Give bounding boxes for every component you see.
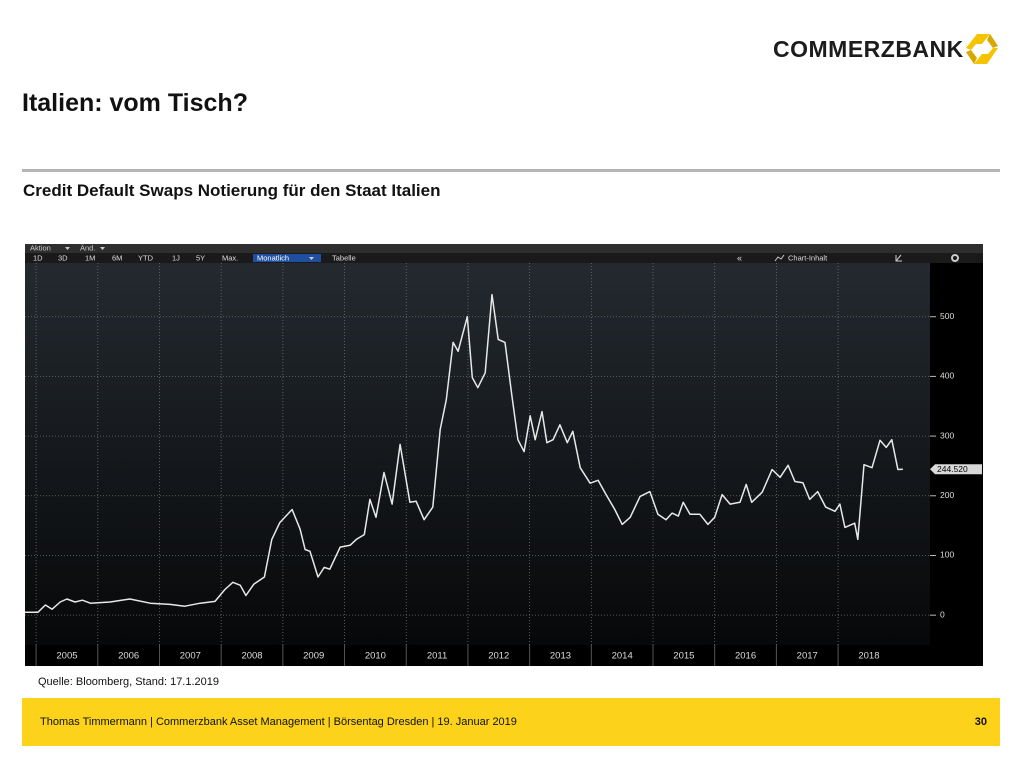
x-tick-label: 2006 — [118, 651, 139, 662]
x-tick-label: 2011 — [427, 651, 447, 662]
y-tick-label: 300 — [940, 430, 954, 440]
period-button[interactable]: 5Y — [196, 253, 205, 262]
x-tick-label: 2010 — [365, 651, 386, 662]
dropdown-arrow — [65, 247, 70, 250]
logo-text: COMMERZBANK — [773, 36, 964, 62]
x-tick-label: 2007 — [180, 651, 201, 662]
logo-icon — [966, 34, 998, 64]
x-tick-label: 2015 — [673, 651, 694, 662]
footer-bar — [22, 698, 1000, 746]
frequency-label: Monatlich — [257, 253, 289, 262]
x-tick-label: 2016 — [735, 651, 756, 662]
period-button[interactable]: 1D — [33, 253, 43, 262]
y-tick-label: 100 — [940, 550, 954, 560]
toolbar — [25, 253, 983, 263]
y-tick-label: 500 — [940, 311, 954, 321]
chart-background — [25, 244, 983, 666]
divider — [22, 169, 1000, 172]
last-value-badge — [930, 464, 982, 475]
x-tick-label: 2013 — [550, 651, 571, 662]
subtitle: Credit Default Swaps Notierung für den S… — [23, 181, 441, 200]
x-tick-label: 2017 — [797, 651, 818, 662]
period-button[interactable]: 3D — [58, 253, 68, 262]
slide-title: Italien: vom Tisch? — [22, 89, 248, 117]
menu-bar — [25, 244, 983, 253]
period-button[interactable]: 6M — [112, 253, 122, 262]
y-tick-label: 0 — [940, 609, 945, 619]
chart-icon — [774, 254, 785, 262]
x-tick-label: 2012 — [488, 651, 509, 662]
chart-content-button[interactable]: Chart-Inhalt — [788, 253, 828, 262]
collapse-button[interactable]: « — [737, 253, 742, 263]
x-tick-label: 2014 — [612, 651, 633, 662]
period-button[interactable]: YTD — [138, 253, 154, 262]
y-axis-panel — [930, 263, 983, 645]
period-button[interactable]: 1J — [172, 253, 180, 262]
y-tick-label: 400 — [940, 371, 954, 381]
table-button[interactable]: Tabelle — [332, 253, 356, 262]
x-tick-label: 2009 — [303, 651, 324, 662]
frequency-button[interactable] — [253, 254, 321, 262]
dropdown-arrow — [309, 257, 314, 260]
cds-line — [25, 293, 903, 613]
period-button[interactable]: Max. — [222, 253, 238, 262]
page-number: 30 — [974, 716, 987, 728]
menu-item[interactable]: Aktion — [30, 244, 51, 252]
x-axis-panel — [25, 645, 983, 666]
edit-icon[interactable] — [895, 254, 902, 262]
x-tick-label: 2008 — [241, 651, 262, 662]
source: Quelle: Bloomberg, Stand: 17.1.2019 — [38, 676, 220, 688]
menu-item[interactable]: Änd. — [80, 244, 95, 252]
x-tick-label: 2005 — [56, 651, 77, 662]
y-tick-label: 200 — [940, 490, 954, 500]
period-button[interactable]: 1M — [85, 253, 95, 262]
x-tick-label: 2018 — [858, 651, 879, 662]
last-value-label: 244.520 — [937, 464, 968, 474]
dropdown-arrow — [100, 247, 105, 250]
settings-icon[interactable] — [951, 254, 959, 262]
chart: Aktion Änd. 1D 3D 1M 6M YTD 1J 5Y Max. Monatlich Ta… — [25, 244, 983, 666]
footer-text: Thomas Timmermann | Commerzbank Asset Ma… — [40, 716, 517, 728]
